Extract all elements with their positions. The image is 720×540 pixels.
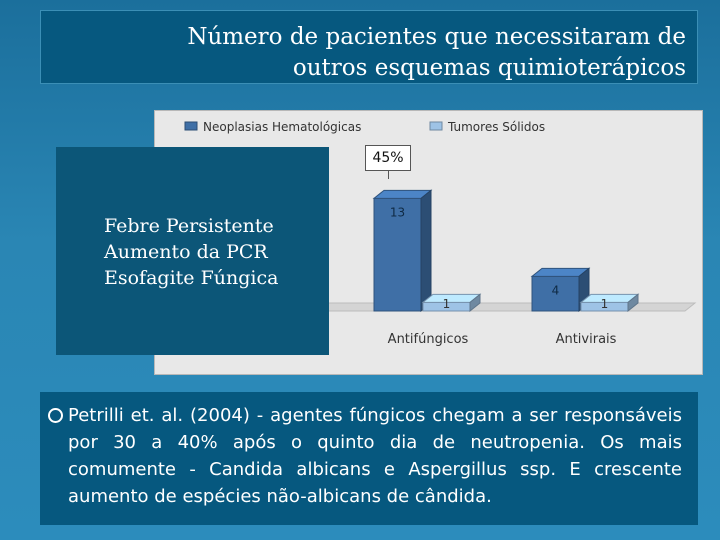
overlay-text: Febre Persistente Aumento da PCR Esofagi… [104, 213, 278, 291]
category-label-2: Antivirais [556, 332, 617, 347]
slide-title-line-1: Número de pacientes que necessitaram de [187, 24, 686, 50]
body-paragraph: Petrilli et. al. (2004) - agentes fúngic… [68, 405, 682, 507]
overlay-line-3: Esofagite Fúngica [104, 267, 279, 289]
slide-title: Número de pacientes que necessitaram de … [40, 10, 698, 84]
overlay-line-1: Febre Persistente [104, 215, 274, 237]
data-label-1-1: 13 [390, 205, 405, 219]
bar-side-1-1 [420, 189, 432, 313]
data-label-2-1: 1 [443, 297, 451, 311]
bar-chart: Neoplasias Hematológicas Tumores Sólidos 1… [184, 120, 697, 347]
legend-swatch-1 [184, 121, 198, 131]
category-label-1: Antifúngicos [388, 332, 469, 347]
bar-side-2-1 [469, 293, 481, 313]
overlay-line-2: Aumento da PCR [104, 241, 268, 263]
slide-title-line-2: outros esquemas quimioterápicos [292, 55, 686, 81]
hollow-circle-icon [48, 408, 63, 423]
bar-1-2 [531, 275, 580, 312]
body-text-box: Petrilli et. al. (2004) - agentes fúngic… [40, 392, 698, 525]
callout-connector [388, 171, 389, 179]
legend-label-2: Tumores Sólidos [447, 120, 545, 134]
percent-callout: 45% [365, 145, 411, 171]
legend-swatch-2 [429, 121, 443, 131]
data-label-1-2: 4 [552, 283, 560, 297]
legend-label-1: Neoplasias Hematológicas [203, 120, 361, 134]
overlay-text-box: Febre Persistente Aumento da PCR Esofagi… [56, 147, 329, 355]
data-label-2-2: 1 [601, 297, 609, 311]
bar-side-2-2 [627, 293, 639, 313]
